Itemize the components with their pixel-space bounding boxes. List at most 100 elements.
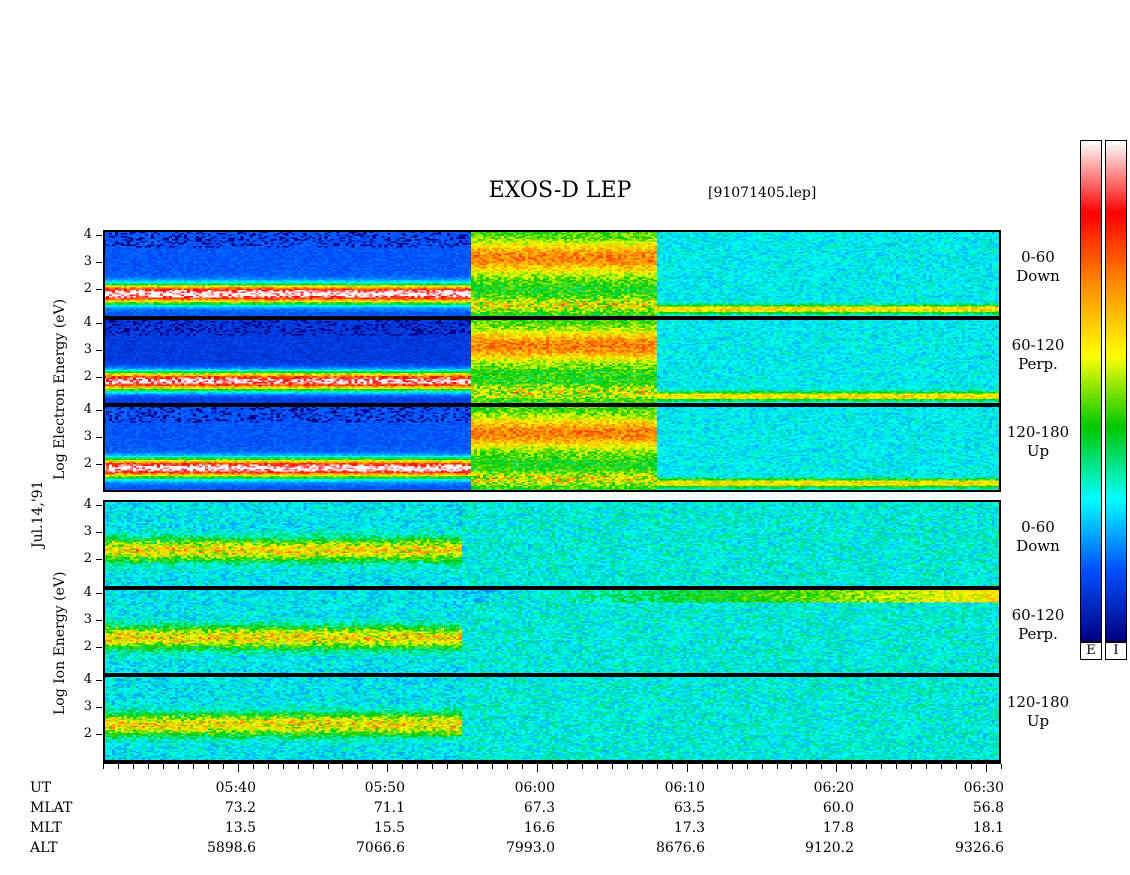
y-tick-label: 4: [83, 402, 92, 417]
panel-label-line: 120-180: [1006, 422, 1070, 441]
x-tick-minor: [432, 764, 433, 769]
x-tick-minor: [372, 764, 373, 769]
x-tick-minor: [268, 764, 269, 769]
x-tick-minor: [178, 764, 179, 769]
y-tick-mark: [96, 559, 102, 560]
y-tick-mark: [96, 437, 102, 438]
ion-colorbar-label: I: [1105, 642, 1127, 660]
time-axis-alt-value: 7066.6: [356, 840, 405, 856]
y-tick-label: 2: [83, 456, 92, 471]
time-axis-mlt-value: 13.5: [224, 820, 256, 836]
x-tick-major: [238, 764, 239, 772]
time-axis-alt-value: 9120.2: [805, 840, 854, 856]
time-axis-alt-value: 7993.0: [506, 840, 555, 856]
y-tick-label: 4: [83, 497, 92, 512]
y-tick-label: 2: [83, 369, 92, 384]
x-tick-major: [537, 764, 538, 772]
x-tick-minor: [492, 764, 493, 769]
panel-label-2: 60-120 Perp.: [998, 336, 1078, 374]
panel-frame-5: [103, 588, 1001, 675]
time-axis-ut-value: 06:30: [963, 780, 1004, 796]
spectrogram-panel-4: [103, 500, 1001, 588]
y-tick-label: 3: [83, 429, 92, 444]
x-tick-minor: [223, 764, 224, 769]
x-tick-minor: [357, 764, 358, 769]
time-axis-mlat-value: 73.2: [224, 800, 256, 816]
panel-label-line: 0-60: [1021, 248, 1055, 266]
y-tick-mark: [96, 734, 102, 735]
x-tick-minor: [702, 764, 703, 769]
panel-label-3: 120-180 Up: [998, 423, 1078, 461]
y-tick-label: 4: [83, 585, 92, 600]
x-tick-minor: [866, 764, 867, 769]
y-tick-label: 2: [83, 281, 92, 296]
x-tick-minor: [148, 764, 149, 769]
x-tick-major: [986, 764, 987, 772]
x-tick-minor: [612, 764, 613, 769]
x-tick-minor: [941, 764, 942, 769]
y-tick-label: 2: [83, 639, 92, 654]
panel-label-6: 120-180 Up: [998, 693, 1078, 731]
time-axis-ut-value: 06:00: [514, 780, 555, 796]
panel-label-line: 60-120: [1011, 335, 1065, 354]
spectrogram-panel-3: [103, 405, 1001, 492]
x-tick-minor: [806, 764, 807, 769]
row-header-mlat: MLAT: [30, 800, 73, 816]
panel-frame-6: [103, 675, 1001, 762]
x-tick-minor: [253, 764, 254, 769]
time-axis-mlt-value: 16.6: [523, 820, 555, 836]
time-axis-mlt-value: 15.5: [373, 820, 405, 836]
x-tick-minor: [163, 764, 164, 769]
y-tick-label: 4: [83, 227, 92, 242]
panel-frame-1: [103, 230, 1001, 318]
x-tick-minor: [313, 764, 314, 769]
panel-label-5: 60-120 Perp.: [998, 606, 1078, 644]
y-tick-mark: [96, 350, 102, 351]
y-tick-mark: [96, 323, 102, 324]
x-tick-minor: [507, 764, 508, 769]
x-tick-minor: [597, 764, 598, 769]
time-axis-mlat-value: 71.1: [373, 800, 405, 816]
y-tick-mark: [96, 410, 102, 411]
y-tick-mark: [96, 377, 102, 378]
chart-title: EXOS-D LEP: [488, 178, 632, 203]
x-tick-minor: [747, 764, 748, 769]
x-tick-minor: [477, 764, 478, 769]
x-tick-minor: [791, 764, 792, 769]
y-tick-mark: [96, 505, 102, 506]
y-tick-label: 4: [83, 315, 92, 330]
x-tick-minor: [911, 764, 912, 769]
time-axis-mlat-value: 60.0: [822, 800, 854, 816]
x-tick-minor: [193, 764, 194, 769]
spectrogram-panel-5: [103, 588, 1001, 675]
time-axis-mlt-value: 17.8: [822, 820, 854, 836]
y-tick-mark: [96, 647, 102, 648]
x-tick-minor: [133, 764, 134, 769]
row-header-mlt: MLT: [30, 820, 62, 836]
panel-frame-4: [103, 500, 1001, 588]
x-tick-minor: [103, 764, 104, 769]
panel-label-line: Perp.: [1018, 354, 1058, 373]
x-tick-minor: [342, 764, 343, 769]
ion-axis-label: Log Ion Energy (eV): [52, 571, 68, 715]
y-tick-mark: [96, 532, 102, 533]
y-tick-mark: [96, 262, 102, 263]
time-axis-mlt-value: 18.1: [972, 820, 1004, 836]
time-axis-alt-value: 5898.6: [207, 840, 256, 856]
y-tick-label: 3: [83, 699, 92, 714]
x-tick-minor: [762, 764, 763, 769]
y-tick-mark: [96, 593, 102, 594]
time-axis-alt-value: 9326.6: [955, 840, 1004, 856]
panel-label-line: Down: [1016, 267, 1060, 285]
y-tick-mark: [96, 707, 102, 708]
time-axis-ut-value: 05:40: [215, 780, 256, 796]
panel-label-line: 60-120: [1011, 605, 1065, 624]
x-tick-minor: [447, 764, 448, 769]
x-tick-minor: [672, 764, 673, 769]
time-axis-mlt-value: 17.3: [673, 820, 705, 836]
time-axis-mlat-value: 67.3: [523, 800, 555, 816]
y-tick-label: 3: [83, 524, 92, 539]
panel-label-line: 0-60: [1021, 518, 1055, 536]
x-tick-minor: [926, 764, 927, 769]
x-tick-minor: [283, 764, 284, 769]
